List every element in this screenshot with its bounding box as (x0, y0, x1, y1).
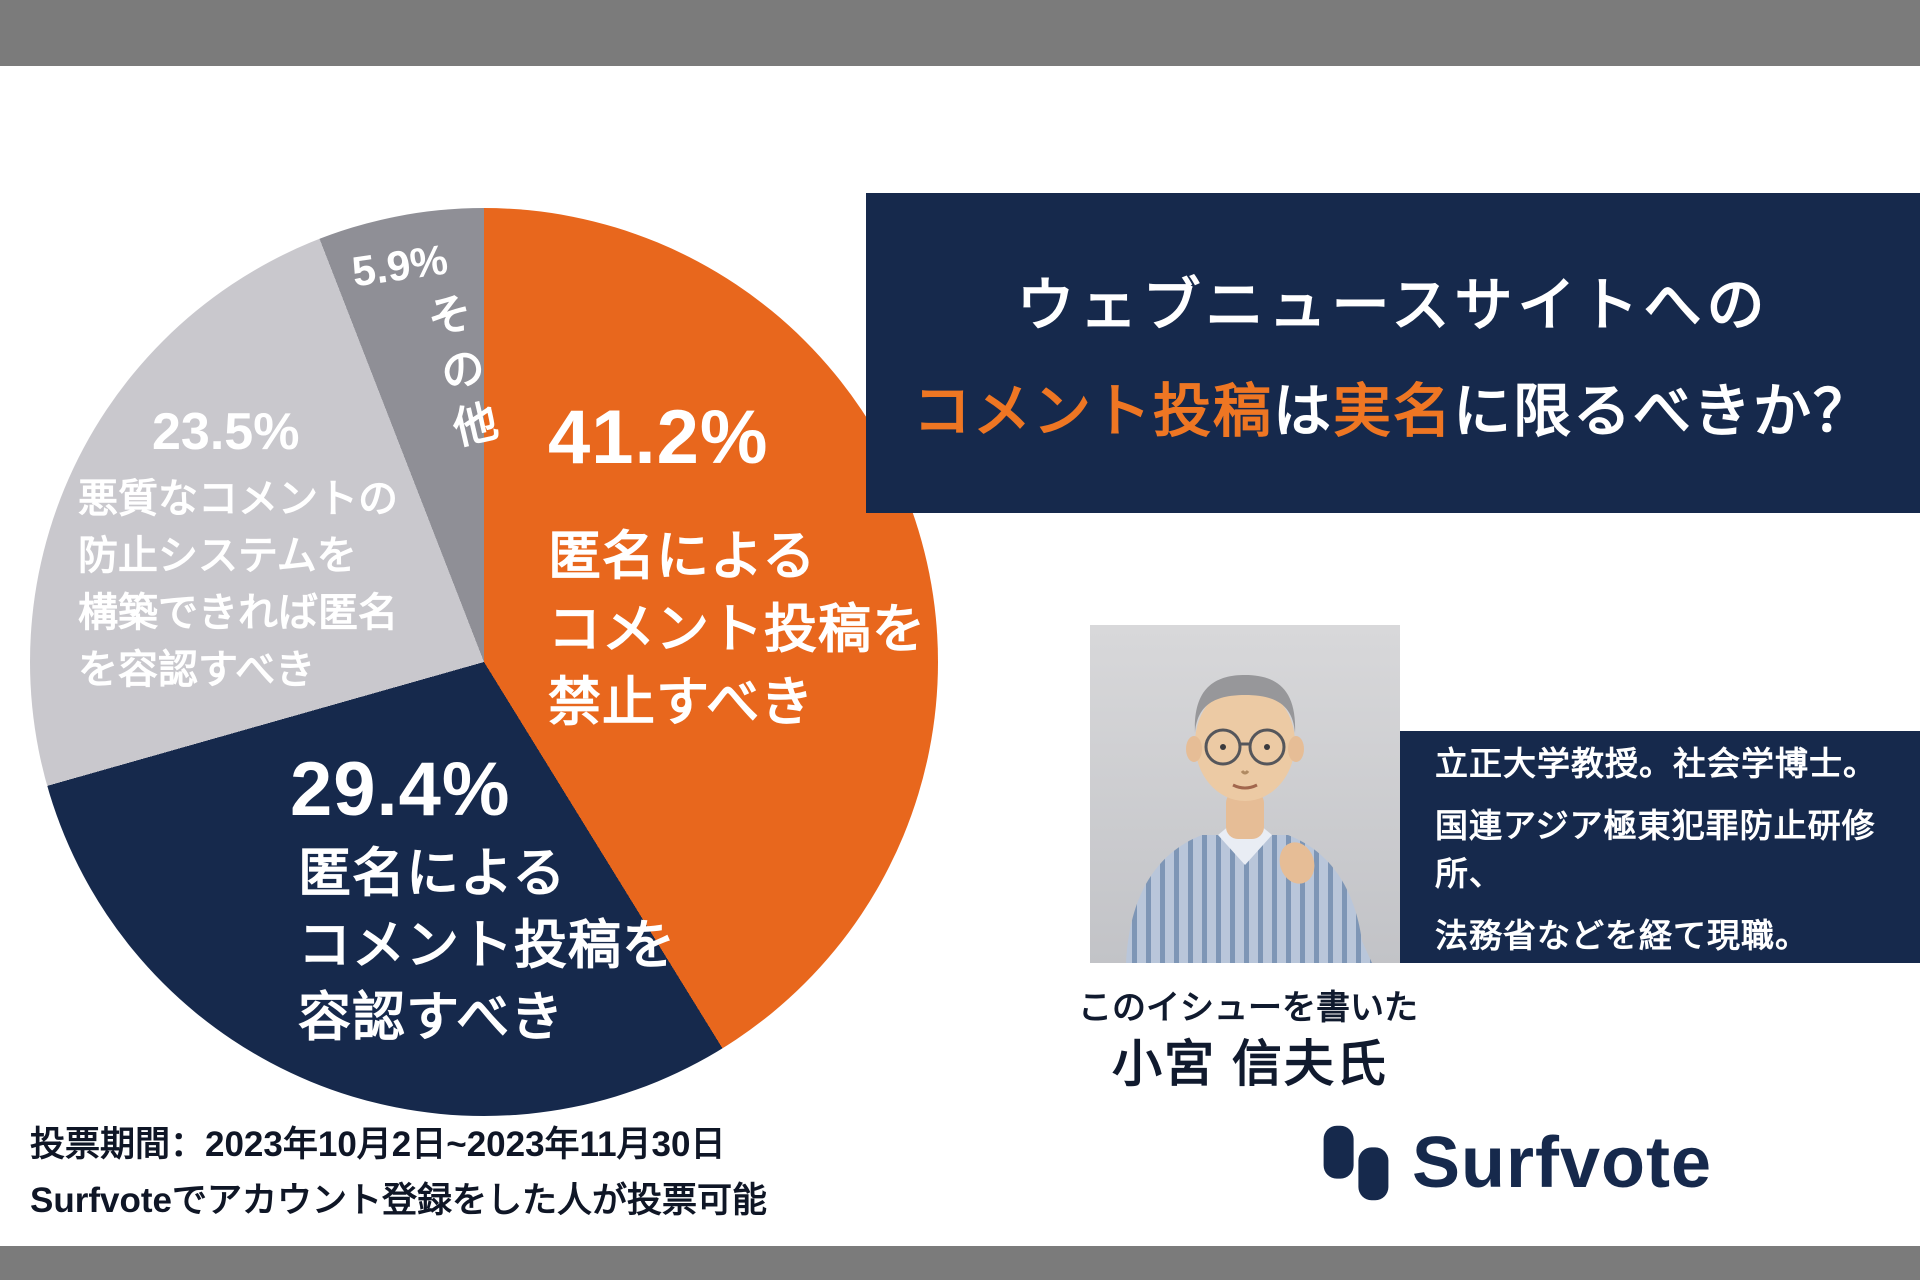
title-accent-comment: コメント投稿 (912, 379, 1273, 444)
title-line2: コメント投稿は実名に限るべきか？ (913, 364, 1873, 448)
bottom-frame-bar (0, 1246, 1920, 1280)
title-line1: ウェブニュースサイトへの (1016, 273, 1770, 338)
pie-slice-2-label-line2: コメント投稿を (298, 916, 676, 975)
author-bio-box: 立正大学教授。社会学博士。 国連アジア極東犯罪防止研修所、 法務省などを経て現職… (1345, 731, 1920, 963)
vote-eligibility: Surfvoteでアカウント登録をした人が投票可能 (30, 1181, 767, 1220)
author-name: 小宮 信夫氏 (1112, 1036, 1388, 1092)
top-frame-bar (0, 0, 1920, 66)
author-caption: このイシューを書いた (1078, 989, 1418, 1027)
pie-slice-3-label-line3: 構築できれば匿名 (78, 591, 398, 635)
pie-slice-2-label-line3: 容認すべき (298, 988, 565, 1047)
pie-slice-1-label-line2: コメント投稿を (548, 600, 926, 659)
surfvote-logo: Surfvote (1320, 1122, 1712, 1204)
surfvote-wordmark: Surfvote (1412, 1123, 1713, 1203)
pie-slice-4-percent: 5.9% (349, 235, 451, 296)
bio-line1: 立正大学教授。社会学博士。 (1435, 745, 1877, 782)
pie-slice-2-label-line1: 匿名による (298, 844, 567, 903)
pie-slice-1-label: 匿名による コメント投稿を 禁止すべき (548, 520, 926, 739)
pie-slice-3-label-line1: 悪質なコメントの (78, 477, 398, 521)
pie-slice-3-label-line4: を容認すべき (78, 648, 316, 692)
bio-line2: 国連アジア極東犯罪防止研修所、 (1435, 807, 1876, 892)
pie-slice-1-label-line3: 禁止すべき (548, 673, 815, 732)
title-plain-rest: に限るべきか？ (1453, 379, 1874, 444)
pie-slice-3-label: 悪質なコメントの 防止システムを 構築できれば匿名 を容認すべき (78, 471, 398, 699)
author-photo (1090, 625, 1400, 963)
pie-slice-4-label: その他 (416, 288, 503, 464)
title-accent-realname: 実名 (1333, 379, 1454, 444)
bio-line3: 法務省などを経て現職。 (1435, 917, 1809, 954)
pie-slice-3-percent: 23.5% (152, 403, 300, 461)
surfvote-logo-icon (1323, 1125, 1389, 1201)
title-banner: ウェブニュースサイトへの コメント投稿は実名に限るべきか？ (866, 193, 1920, 513)
title-plain-wa: は (1272, 379, 1333, 444)
pie-slice-2-percent: 29.4% (290, 747, 511, 832)
pie-slice-1-percent: 41.2% (548, 395, 769, 480)
pie-chart: 41.2% 匿名による コメント投稿を 禁止すべき 29.4% 匿名による コメ… (30, 208, 938, 1116)
author-photo-illustration (1090, 625, 1400, 963)
vote-period: 投票期間：2023年10月2日~2023年11月30日 (30, 1125, 726, 1164)
pie-slice-3-label-line2: 防止システムを (78, 534, 357, 578)
pie-slice-1-label-line1: 匿名による (548, 527, 817, 586)
pie-slice-2-label: 匿名による コメント投稿を 容認すべき (298, 838, 676, 1054)
